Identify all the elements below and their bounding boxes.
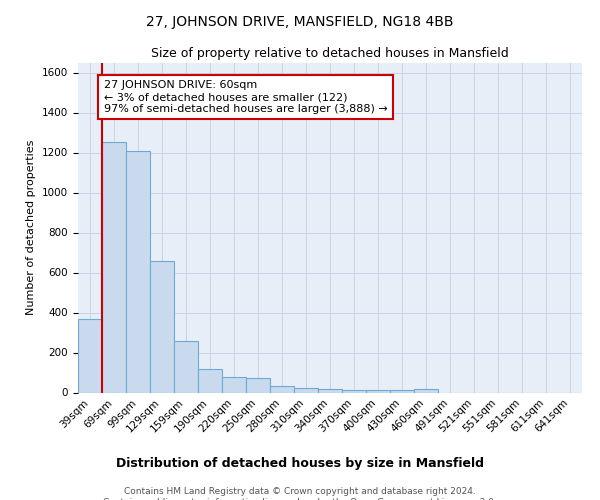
- Text: 27, JOHNSON DRIVE, MANSFIELD, NG18 4BB: 27, JOHNSON DRIVE, MANSFIELD, NG18 4BB: [146, 15, 454, 29]
- Bar: [390, 390, 414, 392]
- Bar: [366, 390, 390, 392]
- Bar: [270, 386, 294, 392]
- Bar: [414, 389, 438, 392]
- Text: 27 JOHNSON DRIVE: 60sqm
← 3% of detached houses are smaller (122)
97% of semi-de: 27 JOHNSON DRIVE: 60sqm ← 3% of detached…: [104, 80, 388, 114]
- Bar: [102, 142, 126, 392]
- Bar: [126, 150, 150, 392]
- Bar: [246, 378, 270, 392]
- Text: Contains HM Land Registry data © Crown copyright and database right 2024.
Contai: Contains HM Land Registry data © Crown c…: [103, 488, 497, 500]
- Bar: [174, 340, 198, 392]
- Bar: [198, 368, 222, 392]
- Bar: [150, 260, 174, 392]
- Bar: [342, 390, 366, 392]
- Bar: [78, 318, 102, 392]
- Title: Size of property relative to detached houses in Mansfield: Size of property relative to detached ho…: [151, 47, 509, 60]
- Bar: [294, 388, 318, 392]
- Y-axis label: Number of detached properties: Number of detached properties: [26, 140, 37, 315]
- Bar: [318, 389, 342, 392]
- Text: Distribution of detached houses by size in Mansfield: Distribution of detached houses by size …: [116, 458, 484, 470]
- Bar: [222, 377, 246, 392]
